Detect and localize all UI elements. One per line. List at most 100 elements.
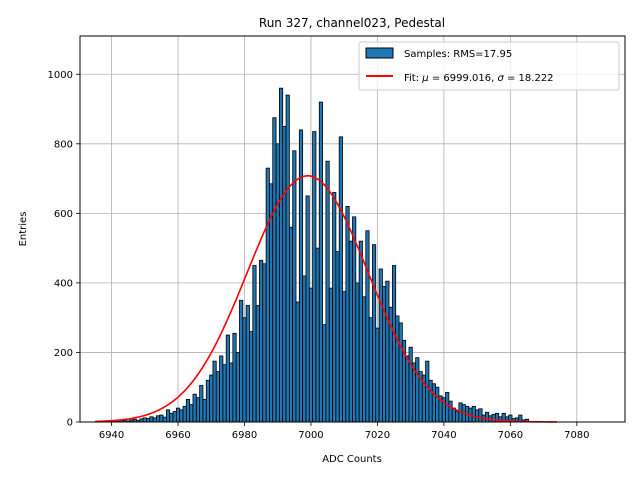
y-tick-label: 1000 [48, 70, 73, 81]
histogram-bar [229, 362, 234, 423]
histogram-bar [199, 385, 204, 423]
histogram-bar [385, 280, 390, 423]
histogram-bar [378, 268, 383, 423]
histogram-bar [242, 317, 247, 423]
histogram-bar [159, 414, 164, 423]
x-tick-label: 6980 [232, 430, 257, 441]
histogram-bar [362, 296, 367, 423]
histogram-bar [288, 226, 294, 423]
x-tick-label: 6940 [99, 430, 124, 441]
histogram-bar [365, 230, 370, 423]
histogram-bar [358, 240, 363, 423]
histogram-bar [239, 299, 244, 423]
histogram-bar [275, 143, 280, 423]
x-tick-label: 7000 [298, 430, 323, 441]
histogram-bar [435, 386, 440, 423]
histogram-bar [302, 275, 307, 423]
histogram-bar [278, 87, 284, 423]
histogram-bar [259, 259, 264, 423]
legend: Samples: RMS=17.95 Fit: μ = 6999.016, σ … [358, 41, 620, 91]
histogram-bar [425, 360, 430, 423]
histogram-bar [395, 315, 400, 423]
chart-title: Run 327, channel023, Pedestal [259, 16, 445, 30]
histogram-bar [448, 400, 453, 423]
histogram-bar [232, 332, 237, 423]
histogram-bar [272, 117, 277, 423]
legend-fit-label: Fit: μ = 6999.016, σ = 18.222 [404, 73, 554, 84]
histogram-bar [282, 126, 287, 423]
histogram-bar [338, 136, 343, 423]
histogram-bar [342, 291, 347, 423]
histogram-bar [182, 405, 187, 423]
histogram-bar [318, 101, 323, 423]
histogram-bar [262, 263, 267, 423]
histogram-bar [252, 265, 257, 423]
y-tick-label: 400 [54, 278, 73, 289]
histogram-bar [308, 287, 314, 423]
histogram-bar [152, 417, 157, 423]
histogram-bar [192, 393, 197, 423]
histogram-bar [225, 334, 230, 423]
histogram-bar [189, 404, 194, 423]
histogram-bar [166, 409, 171, 423]
x-axis-label: ADC Counts [322, 454, 382, 465]
legend-samples-swatch [365, 47, 394, 59]
fit-curve [94, 174, 557, 423]
histogram-bar [209, 374, 214, 423]
histogram-bar [295, 301, 300, 423]
histogram-bar [212, 360, 217, 423]
histogram-bar [352, 216, 357, 423]
histogram-bar [285, 94, 290, 423]
histogram-bar [375, 327, 380, 423]
histogram-bar [265, 167, 270, 423]
histogram-bar [179, 409, 184, 423]
histogram-bar [249, 331, 254, 423]
histogram-bar [325, 160, 330, 423]
histogram-bar [142, 417, 147, 423]
histogram-bar [475, 409, 480, 423]
histogram-bar [335, 251, 340, 423]
histogram-bar [322, 324, 327, 423]
legend-box [358, 41, 620, 91]
y-axis-label: Entries [18, 212, 29, 247]
histogram-bar [431, 383, 436, 423]
legend-samples-label: Samples: RMS=17.95 [404, 49, 512, 60]
y-tick-label: 0 [67, 418, 73, 429]
y-axis-ticks: 0 200 400 600 800 1000 [48, 70, 80, 429]
fit-curve-layer [94, 174, 557, 423]
histogram-bar [315, 247, 320, 423]
histogram-bar [215, 371, 220, 423]
histogram-bar [372, 244, 377, 423]
histogram-bar [345, 205, 350, 423]
histogram-bar [292, 150, 297, 423]
histogram-bar [391, 265, 397, 423]
histogram-bar [162, 416, 167, 423]
histogram-bar [195, 397, 201, 423]
plot-area-frame [79, 35, 626, 423]
histogram-bar [245, 305, 250, 423]
histogram-bar [169, 412, 174, 423]
histogram-bar [305, 195, 310, 423]
histogram-bar [368, 317, 373, 423]
histogram-bar [398, 322, 403, 423]
histogram-bar [185, 398, 191, 423]
histogram-bar [455, 411, 460, 423]
histogram-bar [428, 379, 433, 423]
x-tick-label: 6960 [165, 430, 190, 441]
histogram-bar [485, 411, 490, 423]
histogram-bar [408, 346, 413, 423]
y-tick-label: 200 [54, 348, 73, 359]
histogram-bar [255, 305, 260, 423]
x-axis-ticks: 6940 6960 6980 7000 7020 7040 7060 7080 [99, 422, 590, 441]
histogram-bar [312, 131, 317, 423]
histogram-bar [146, 418, 151, 423]
histogram-bar [205, 379, 211, 423]
x-tick-label: 7080 [564, 430, 589, 441]
histogram-bar [175, 407, 181, 423]
histogram-bar [219, 355, 224, 423]
histogram-bar [235, 352, 240, 423]
histogram-bar [415, 357, 420, 423]
histogram-bar [222, 364, 227, 423]
histogram-bar [451, 407, 456, 423]
